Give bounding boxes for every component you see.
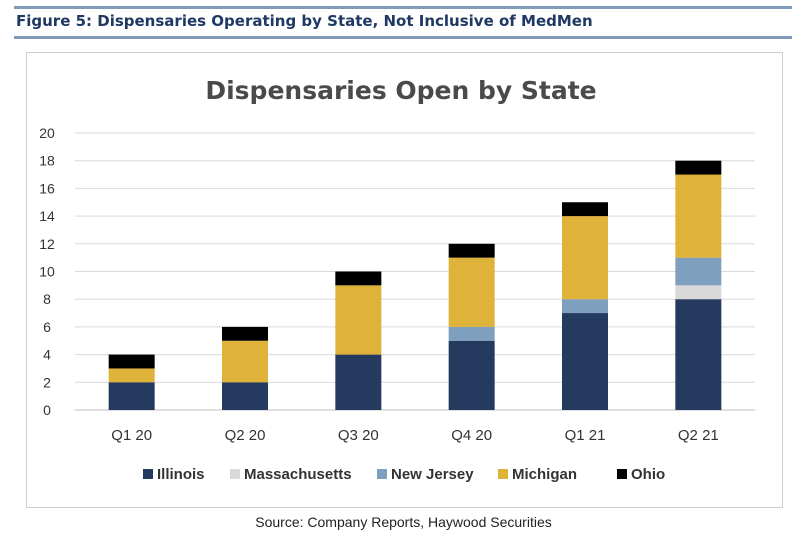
y-axis-ticks: 0 2 4 6 8 10 12 14 16 18 20 xyxy=(39,125,55,418)
bar-segment xyxy=(562,216,608,300)
gridlines xyxy=(75,132,755,411)
title-top-rule xyxy=(14,6,792,9)
bar-segment xyxy=(675,174,722,258)
y-tick-label: 8 xyxy=(43,291,51,307)
bar-segment xyxy=(222,382,268,410)
y-tick-label: 6 xyxy=(43,319,51,335)
bar-segment xyxy=(562,202,608,217)
bar-segment xyxy=(335,271,382,286)
chart-frame: Dispensaries Open by State 0 2 4 6 8 10 12 14 16… xyxy=(26,52,783,508)
legend-swatch xyxy=(377,469,387,479)
bar-segment xyxy=(222,340,268,383)
legend-swatch xyxy=(617,469,627,479)
bar-segment xyxy=(562,299,608,314)
bar-segment xyxy=(335,285,382,355)
y-tick-label: 14 xyxy=(39,208,55,224)
legend-label: Massachusetts xyxy=(244,466,352,483)
x-tick-label: Q2 20 xyxy=(225,427,266,444)
y-tick-label: 20 xyxy=(39,125,55,141)
x-tick-label: Q3 20 xyxy=(338,427,379,444)
legend-swatch xyxy=(230,469,240,479)
x-tick-label: Q4 20 xyxy=(451,427,492,444)
bar-segment xyxy=(448,326,495,341)
source-note: Source: Company Reports, Haywood Securit… xyxy=(255,514,552,530)
legend-label: Illinois xyxy=(157,466,205,483)
bar-segment xyxy=(562,313,608,410)
x-tick-label: Q2 21 xyxy=(678,427,719,444)
bar-segment xyxy=(675,299,722,410)
bar-segment xyxy=(335,354,382,410)
y-tick-label: 10 xyxy=(39,264,55,280)
y-tick-label: 18 xyxy=(39,153,55,169)
legend: Illinois Massachusetts New Jersey Michigan O… xyxy=(143,466,665,483)
bars xyxy=(108,160,722,410)
y-tick-label: 2 xyxy=(43,374,51,390)
bar-segment xyxy=(108,368,155,383)
x-tick-label: Q1 20 xyxy=(111,427,152,444)
y-tick-label: 0 xyxy=(43,402,51,418)
figure-title: Figure 5: Dispensaries Operating by Stat… xyxy=(16,12,593,30)
bar-segment xyxy=(448,257,495,327)
y-tick-label: 16 xyxy=(39,180,55,196)
chart-title: Dispensaries Open by State xyxy=(205,76,596,105)
bar-segment xyxy=(675,160,722,175)
x-tick-label: Q1 21 xyxy=(565,427,606,444)
bar-segment xyxy=(108,354,155,369)
bar-segment xyxy=(108,382,155,410)
bar-segment xyxy=(448,340,495,410)
legend-swatch xyxy=(143,469,153,479)
legend-swatch xyxy=(498,469,508,479)
bar-segment xyxy=(222,326,268,341)
legend-label: Michigan xyxy=(512,466,577,483)
stacked-bar-chart: Dispensaries Open by State 0 2 4 6 8 10 12 14 16… xyxy=(39,76,755,483)
bar-segment xyxy=(448,243,495,258)
bar-segment xyxy=(675,285,722,300)
y-tick-label: 4 xyxy=(43,347,51,363)
y-tick-label: 12 xyxy=(39,236,55,252)
legend-label: Ohio xyxy=(631,466,665,483)
title-bottom-rule xyxy=(14,36,792,39)
legend-label: New Jersey xyxy=(391,466,474,483)
bar-segment xyxy=(675,257,722,286)
x-axis-ticks: Q1 20 Q2 20 Q3 20 Q4 20 Q1 21 Q2 21 xyxy=(111,427,719,444)
